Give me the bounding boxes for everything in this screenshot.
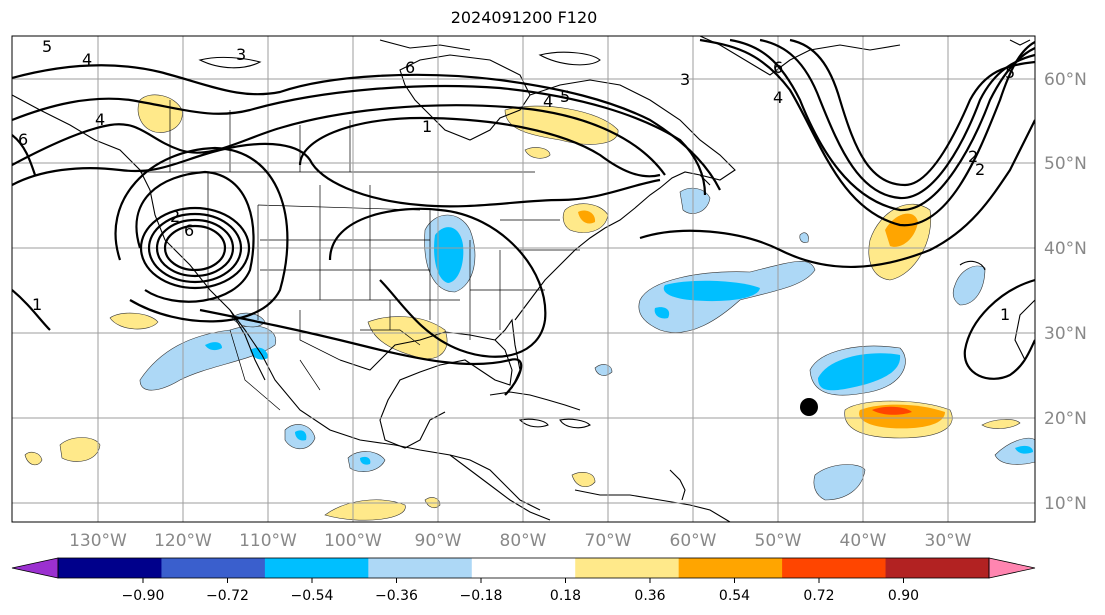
colorbar-tick-label: 0.90 xyxy=(888,588,919,604)
colorbar-cell xyxy=(678,558,783,578)
contour-label: 4 xyxy=(543,92,553,111)
contour-label: 5 xyxy=(1005,63,1015,82)
coastlines xyxy=(12,36,1035,522)
lat-label: 30°N xyxy=(1044,324,1087,344)
contour-label: 1 xyxy=(1000,305,1010,324)
contour-label: 1 xyxy=(422,117,432,136)
contour-label: 2 xyxy=(968,147,978,166)
lon-label: 80°W xyxy=(500,531,547,551)
map-frame xyxy=(11,35,1036,523)
contour-label: 6 xyxy=(18,130,28,149)
colorbar-cell xyxy=(782,558,887,578)
colorbar-tick-label: −0.72 xyxy=(206,588,249,604)
lon-label: 70°W xyxy=(585,531,632,551)
colorbar-extend-max xyxy=(988,557,1036,579)
colorbar-extend-min xyxy=(11,557,59,579)
lon-label: 110°W xyxy=(239,531,297,551)
lon-label: 120°W xyxy=(154,531,212,551)
colorbar-cell xyxy=(58,558,162,578)
lat-label: 20°N xyxy=(1044,409,1087,429)
lon-label: 40°W xyxy=(840,531,887,551)
contour-label: 4 xyxy=(773,88,783,107)
colorbar-frame xyxy=(57,557,990,579)
contour-label: 3 xyxy=(680,70,690,89)
contour-label: 2 xyxy=(170,207,180,226)
contour-label: 3 xyxy=(236,45,246,64)
colorbar-tick-label: −0.90 xyxy=(122,588,165,604)
contour-label: 6 xyxy=(184,221,194,240)
colorbar-tick-label: 0.72 xyxy=(803,588,834,604)
contour-label: 6 xyxy=(405,58,415,77)
lon-label: 90°W xyxy=(415,531,462,551)
lon-label: 30°W xyxy=(925,531,972,551)
colorbar-cell xyxy=(471,558,576,578)
lat-label: 10°N xyxy=(1044,494,1087,514)
contour-label: 4 xyxy=(82,50,92,69)
lon-label: 50°W xyxy=(755,531,802,551)
contour-label: 5 xyxy=(42,37,52,56)
lon-label: 130°W xyxy=(69,531,127,551)
colorbar-tick-label: 0.54 xyxy=(719,588,750,604)
contour-labels: 5 4 3 6 5 4 1 3 6 4 5 2 2 6 1 1 2 6 4 xyxy=(18,37,1015,324)
map-title: 2024091200 F120 xyxy=(450,8,598,27)
lon-label: 60°W xyxy=(670,531,717,551)
latitude-labels: 60°N 50°N 40°N 30°N 20°N 10°N xyxy=(1044,70,1087,514)
contour-label: 2 xyxy=(975,160,985,179)
colorbar-cell xyxy=(264,558,369,578)
colorbar-tick-label: 0.36 xyxy=(634,588,665,604)
colorbar-cell xyxy=(575,558,680,578)
lat-label: 60°N xyxy=(1044,70,1087,90)
graticule xyxy=(12,36,1035,522)
contour-label: 1 xyxy=(32,295,42,314)
contour-label: 6 xyxy=(773,58,783,77)
colorbar: −0.90 −0.72 −0.54 −0.36 −0.18 0.18 0.36 0.54 0.7… xyxy=(11,557,1036,604)
lat-label: 50°N xyxy=(1044,154,1087,174)
lat-label: 40°N xyxy=(1044,239,1087,259)
height-contours xyxy=(12,38,1035,396)
colorbar-tick-label: 0.18 xyxy=(550,588,581,604)
colorbar-cell xyxy=(161,558,266,578)
contour-label: 4 xyxy=(95,110,105,129)
colorbar-cell xyxy=(368,558,473,578)
longitude-labels: 130°W 120°W 110°W 100°W 90°W 80°W 70°W 6… xyxy=(69,531,972,551)
colorbar-cell xyxy=(885,558,990,578)
colorbar-tick-label: −0.36 xyxy=(375,588,418,604)
lon-label: 100°W xyxy=(324,531,382,551)
colorbar-tick-label: −0.18 xyxy=(460,588,503,604)
contour-label: 5 xyxy=(560,87,570,106)
colorbar-tick-label: −0.54 xyxy=(291,588,334,604)
storm-center-dot xyxy=(800,398,818,416)
